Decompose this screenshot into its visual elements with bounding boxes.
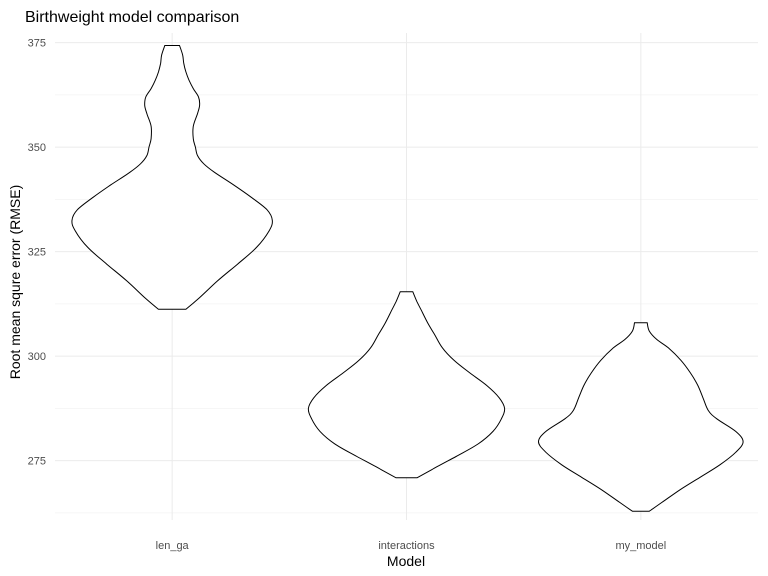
x-axis-title: Model xyxy=(387,553,425,569)
x-tick-label: len_ga xyxy=(156,540,190,552)
x-tick-label: my_model xyxy=(615,540,666,552)
x-tick-labels: len_ga interactions my_model xyxy=(156,540,667,552)
y-tick-label: 275 xyxy=(28,456,46,468)
y-tick-label: 375 xyxy=(28,38,46,50)
x-tick-label: interactions xyxy=(378,540,435,552)
y-tick-labels: 275 300 325 350 375 xyxy=(28,38,46,468)
violin-my-model xyxy=(537,322,744,512)
violin-len-ga xyxy=(71,45,273,310)
y-tick-label: 325 xyxy=(28,247,46,259)
chart-title: Birthweight model comparison xyxy=(25,9,239,26)
violins xyxy=(71,45,744,512)
violin-interactions xyxy=(307,291,506,479)
y-tick-label: 350 xyxy=(28,142,46,154)
y-axis-title: Root mean squre error (RMSE) xyxy=(7,185,23,380)
y-tick-label: 300 xyxy=(28,351,46,363)
